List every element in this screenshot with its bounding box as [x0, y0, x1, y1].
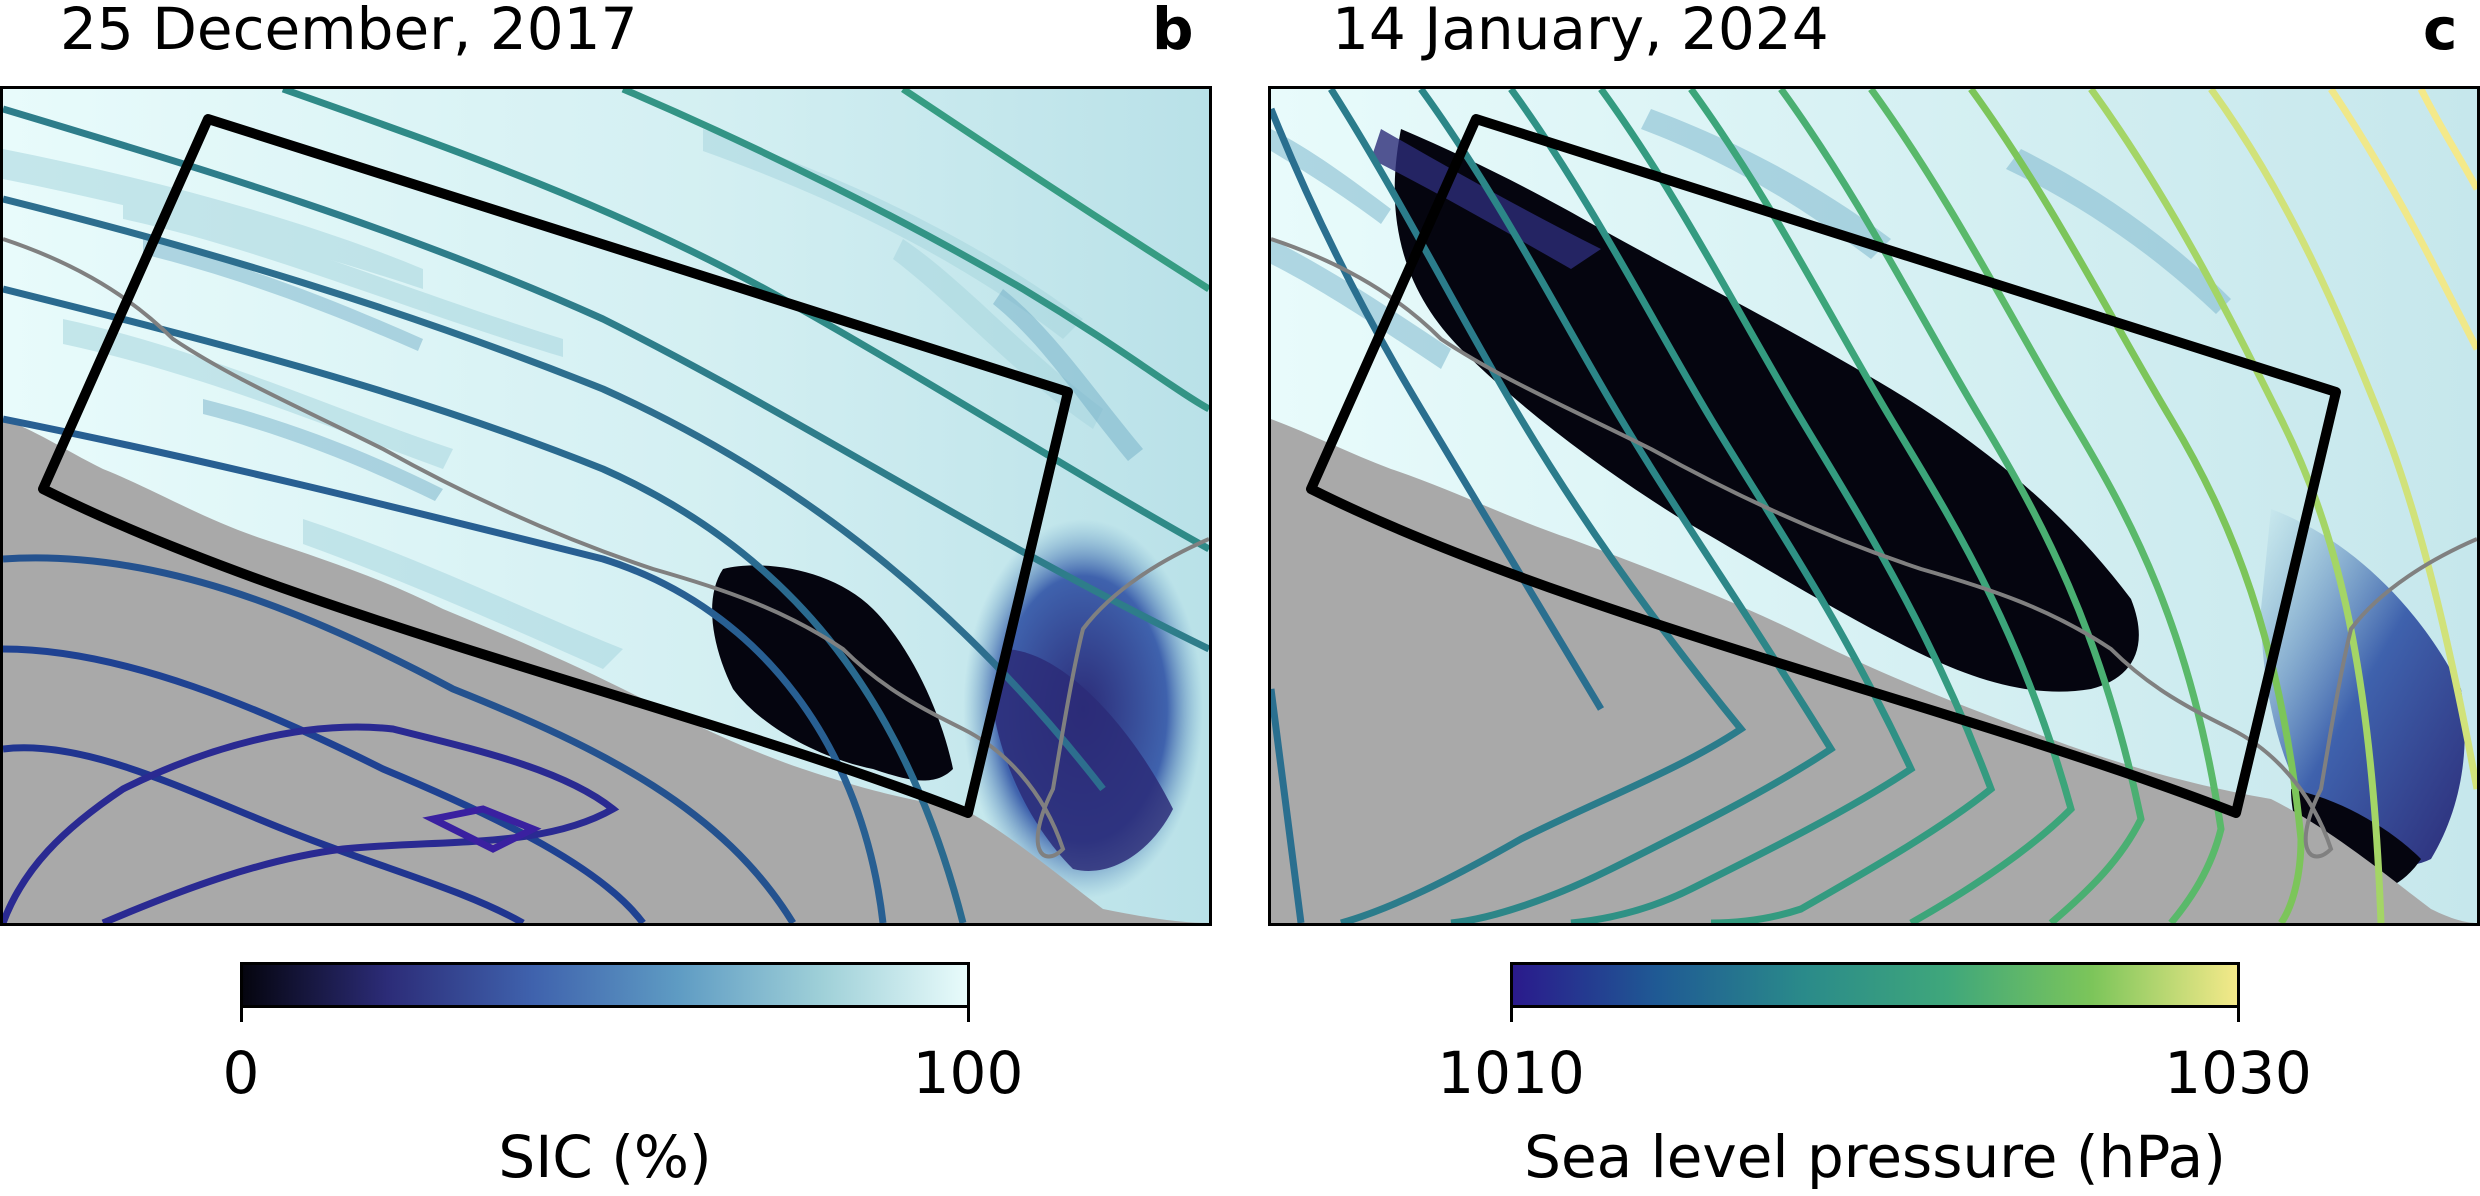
sic-colorbar-tick-min: [240, 1008, 243, 1022]
polynya-low-sic: [712, 565, 953, 781]
sic-texture-darker: [143, 239, 1143, 501]
sic-map-panel-b: [0, 86, 1212, 926]
panel-b-date: 25 December, 2017: [60, 0, 638, 63]
sic-colorbar-max-label: 100: [912, 1039, 1024, 1107]
coastline: [1271, 237, 2477, 859]
panel-b-letter: b: [1152, 0, 1194, 63]
panel-c-date: 14 January, 2024: [1332, 0, 1829, 63]
sic-map-b-svg: [3, 89, 1209, 923]
pressure-colorbar-max-label: 1030: [2164, 1039, 2312, 1107]
pressure-colorbar-label: Sea level pressure (hPa): [1524, 1123, 2226, 1191]
study-region-box: [1306, 114, 2341, 818]
sic-colorbar-tick-max: [967, 1008, 970, 1022]
polynya-low-sic: [1394, 129, 2139, 692]
pressure-colorbar-tick-min: [1510, 1008, 1513, 1022]
sic-map-c-svg: [1271, 89, 2477, 923]
sic-colorbar: [240, 962, 970, 1008]
sic-colorbar-label: SIC (%): [498, 1123, 712, 1191]
pressure-colorbar: [1510, 962, 2240, 1008]
land-mass: [1271, 419, 2477, 923]
panel-c-letter: c: [2423, 0, 2458, 63]
land-mass: [3, 419, 1209, 923]
sic-colorbar-min-label: 0: [222, 1039, 260, 1107]
pressure-colorbar-min-label: 1010: [1437, 1039, 1585, 1107]
sic-map-panel-c: [1268, 86, 2480, 926]
coastline: [3, 237, 1209, 859]
study-region-box: [38, 114, 1073, 818]
polynya-edge: [1371, 129, 1601, 269]
pressure-colorbar-tick-max: [2237, 1008, 2240, 1022]
pressure-contours: [1271, 89, 2477, 923]
pressure-contours: [3, 89, 1209, 923]
